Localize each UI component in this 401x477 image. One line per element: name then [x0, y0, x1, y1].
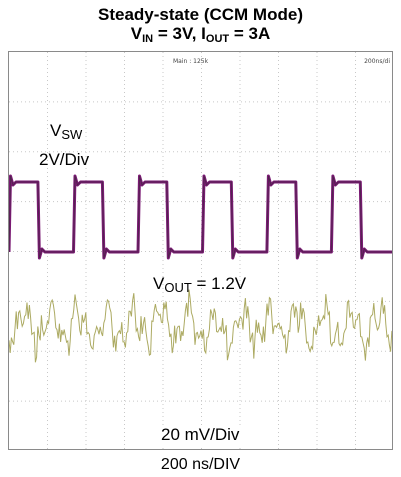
- memory-readout: Main : 125k: [173, 58, 209, 65]
- vout-channel-label: VOUT = 1.2V: [153, 274, 246, 294]
- vsw-channel-label: VSW: [50, 121, 82, 141]
- iout-value: = 3A: [229, 24, 271, 43]
- chart-subtitle: VIN = 3V, IOUT = 3A: [0, 24, 401, 45]
- x-axis-label: 200 ns/DIV: [160, 456, 241, 473]
- timebase-readout: 200ns/di: [364, 58, 390, 65]
- scope-plot-area: [9, 52, 392, 449]
- iout-subscript: OUT: [205, 33, 230, 45]
- vin-symbol: V: [130, 24, 143, 43]
- vout-trace: [9, 289, 392, 363]
- vsw-scale-label: 2V/Div: [39, 150, 90, 169]
- vout-label-sub: OUT: [164, 280, 192, 295]
- vout-scale-label: 20 mV/Div: [159, 425, 242, 445]
- vout-label-value: = 1.2V: [191, 274, 247, 293]
- vin-value: = 3V, I: [153, 24, 206, 43]
- vsw-label-main: V: [50, 121, 62, 140]
- oscilloscope-display: Main : 125k 200ns/di VSW 2V/Div VOUT = 1…: [8, 51, 393, 450]
- chart-title: Steady-state (CCM Mode): [98, 5, 303, 24]
- vsw-trace-overlay: [9, 175, 392, 259]
- vout-label-main: V: [153, 274, 165, 293]
- vsw-label-sub: SW: [61, 127, 83, 142]
- vin-subscript: IN: [142, 33, 154, 45]
